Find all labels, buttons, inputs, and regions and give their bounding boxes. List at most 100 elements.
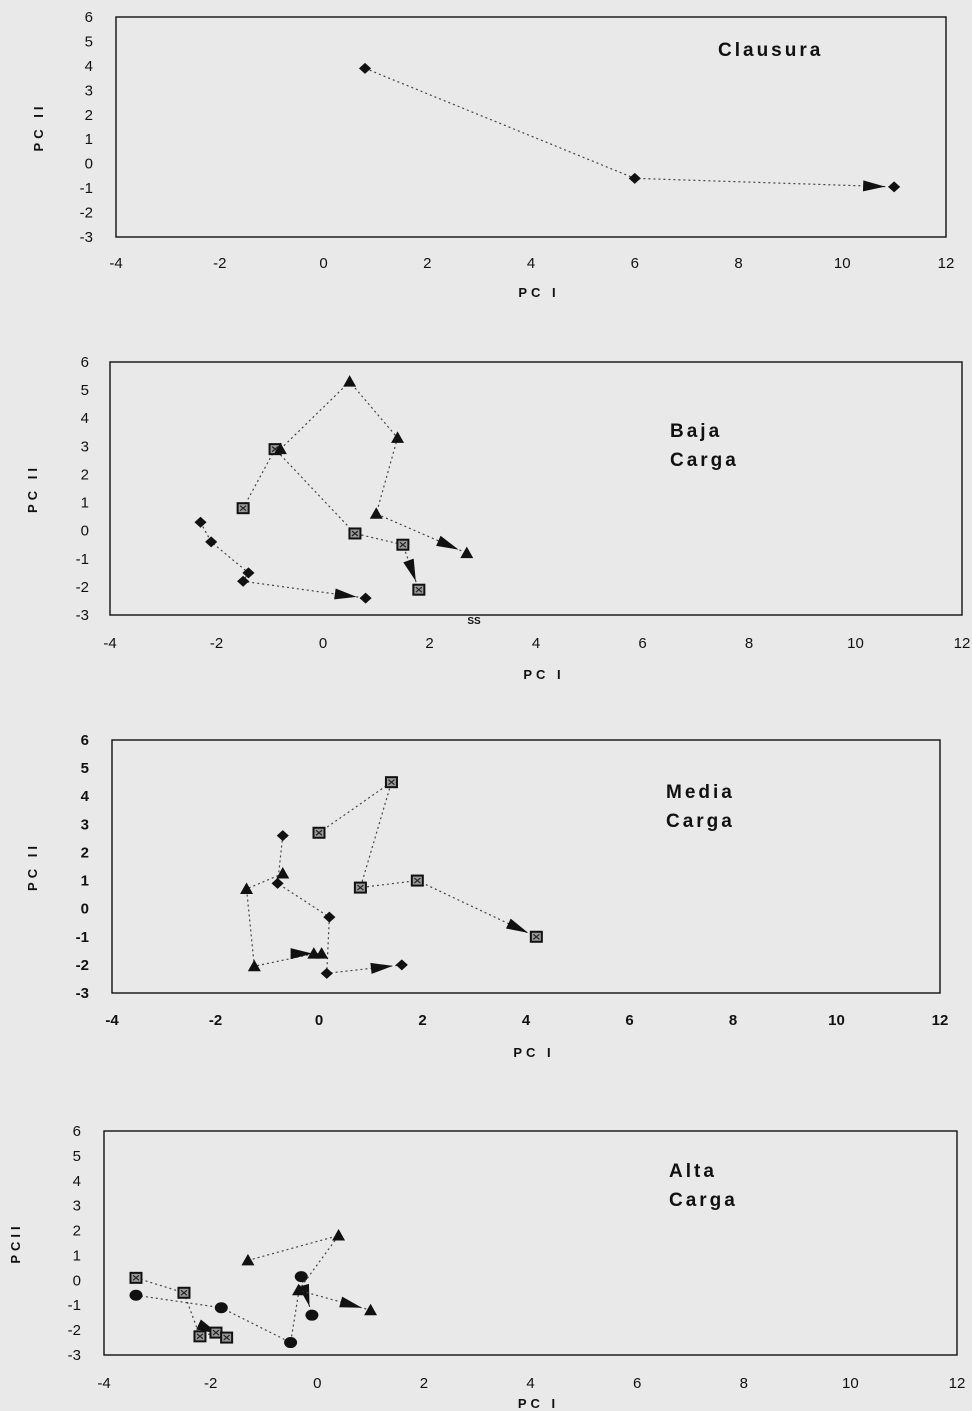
series-0 <box>358 62 901 193</box>
y-tick-label: 3 <box>73 1198 81 1215</box>
y-tick-label: 2 <box>85 107 93 124</box>
y-tick-label: 0 <box>85 156 93 173</box>
panel-title: Carga <box>666 811 735 832</box>
panel-title: Clausura <box>718 40 823 61</box>
triangle-marker <box>247 959 261 972</box>
x-tick-label: 8 <box>729 1012 737 1029</box>
x-tick-label: -2 <box>209 1012 222 1029</box>
circle-marker <box>305 1309 319 1321</box>
series-2 <box>240 867 329 972</box>
triangle-marker <box>460 546 474 559</box>
triangle-marker <box>343 375 357 387</box>
square-marker-cross <box>351 530 359 537</box>
x-tick-label: 10 <box>847 635 864 652</box>
x-tick-label: -4 <box>105 1012 119 1029</box>
y-tick-label: 0 <box>81 523 89 540</box>
y-tick-label: -3 <box>68 1347 81 1364</box>
x-tick-label: -4 <box>103 635 116 652</box>
y-tick-label: -2 <box>80 205 93 222</box>
triangle-marker <box>240 882 254 894</box>
plot-frame <box>109 361 963 616</box>
square-marker-cross <box>315 829 323 836</box>
square-marker-cross <box>239 505 247 512</box>
diamond-marker <box>194 516 207 528</box>
x-tick-label: 2 <box>425 635 433 652</box>
x-tick-label: 6 <box>625 1012 633 1029</box>
arrow-head <box>339 1296 362 1308</box>
circle-marker <box>214 1302 228 1314</box>
y-tick-label: -1 <box>68 1297 81 1314</box>
x-tick-label: -2 <box>204 1375 217 1392</box>
triangle-marker <box>332 1229 346 1241</box>
diamond-marker <box>205 536 218 548</box>
square-marker-cross <box>388 779 395 786</box>
arrow-head <box>436 535 459 550</box>
diamond-marker <box>358 62 372 74</box>
panel-title: Media <box>666 782 735 803</box>
y-tick-label: 2 <box>73 1223 81 1240</box>
panel-title: Carga <box>669 1190 738 1211</box>
diamond-marker <box>323 911 336 923</box>
x-tick-label: 0 <box>315 1012 323 1029</box>
y-axis-label: PC II <box>31 103 46 152</box>
x-axis-label: PC I <box>518 1396 559 1411</box>
y-tick-label: 2 <box>81 466 89 483</box>
square-marker-cross <box>212 1329 220 1336</box>
y-tick-label: -3 <box>76 985 89 1002</box>
y-tick-label: 6 <box>85 9 93 26</box>
panel-title: Carga <box>670 450 739 471</box>
arrow-head <box>334 588 357 600</box>
y-tick-label: 1 <box>73 1247 81 1264</box>
y-tick-label: 6 <box>81 732 89 749</box>
series-1 <box>312 776 543 943</box>
square-marker-cross <box>415 586 423 593</box>
plot-frame <box>103 1130 958 1356</box>
arrow-head <box>505 918 529 933</box>
y-tick-label: -2 <box>68 1322 81 1339</box>
x-axis-label: PC I <box>518 285 559 300</box>
series-2 <box>273 375 474 559</box>
x-tick-label: -4 <box>109 255 122 272</box>
triangle-marker <box>273 442 287 455</box>
x-tick-label: 2 <box>420 1375 428 1392</box>
diamond-marker <box>628 172 641 184</box>
triangle-marker <box>364 1303 378 1316</box>
arrow-head <box>370 962 393 974</box>
triangle-marker <box>315 947 329 959</box>
x-tick-label: 6 <box>638 635 646 652</box>
y-tick-label: -2 <box>76 579 89 596</box>
series-0 <box>129 1271 234 1344</box>
trajectory-line <box>276 835 402 974</box>
y-tick-label: 4 <box>73 1173 81 1190</box>
diamond-marker <box>888 181 901 193</box>
y-tick-label: -3 <box>80 229 93 246</box>
y-tick-label: -1 <box>76 551 89 568</box>
x-tick-label: 0 <box>319 255 327 272</box>
y-tick-label: -3 <box>76 607 89 624</box>
x-tick-label: 4 <box>527 255 535 272</box>
plot-frame <box>115 16 947 238</box>
x-axis-label: PC I <box>513 1045 554 1060</box>
series-0 <box>271 830 408 979</box>
circle-marker <box>284 1337 298 1349</box>
triangle-marker <box>241 1253 255 1266</box>
plot-frame <box>111 739 941 994</box>
diamond-marker <box>271 877 284 889</box>
x-tick-label: 10 <box>828 1012 845 1029</box>
y-tick-label: 5 <box>81 382 89 399</box>
x-tick-label: 10 <box>834 255 851 272</box>
series-2 <box>241 1229 378 1316</box>
y-tick-label: 6 <box>73 1123 81 1140</box>
y-axis-label: PCII <box>8 1222 23 1263</box>
series-0 <box>194 516 372 604</box>
x-tick-label: 12 <box>949 1375 966 1392</box>
x-tick-label: 4 <box>526 1375 534 1392</box>
y-tick-label: 0 <box>73 1272 81 1289</box>
square-marker-cross <box>413 877 421 884</box>
triangle-marker <box>292 1283 306 1296</box>
x-tick-label: 4 <box>532 635 540 652</box>
x-tick-label: 4 <box>522 1012 531 1029</box>
